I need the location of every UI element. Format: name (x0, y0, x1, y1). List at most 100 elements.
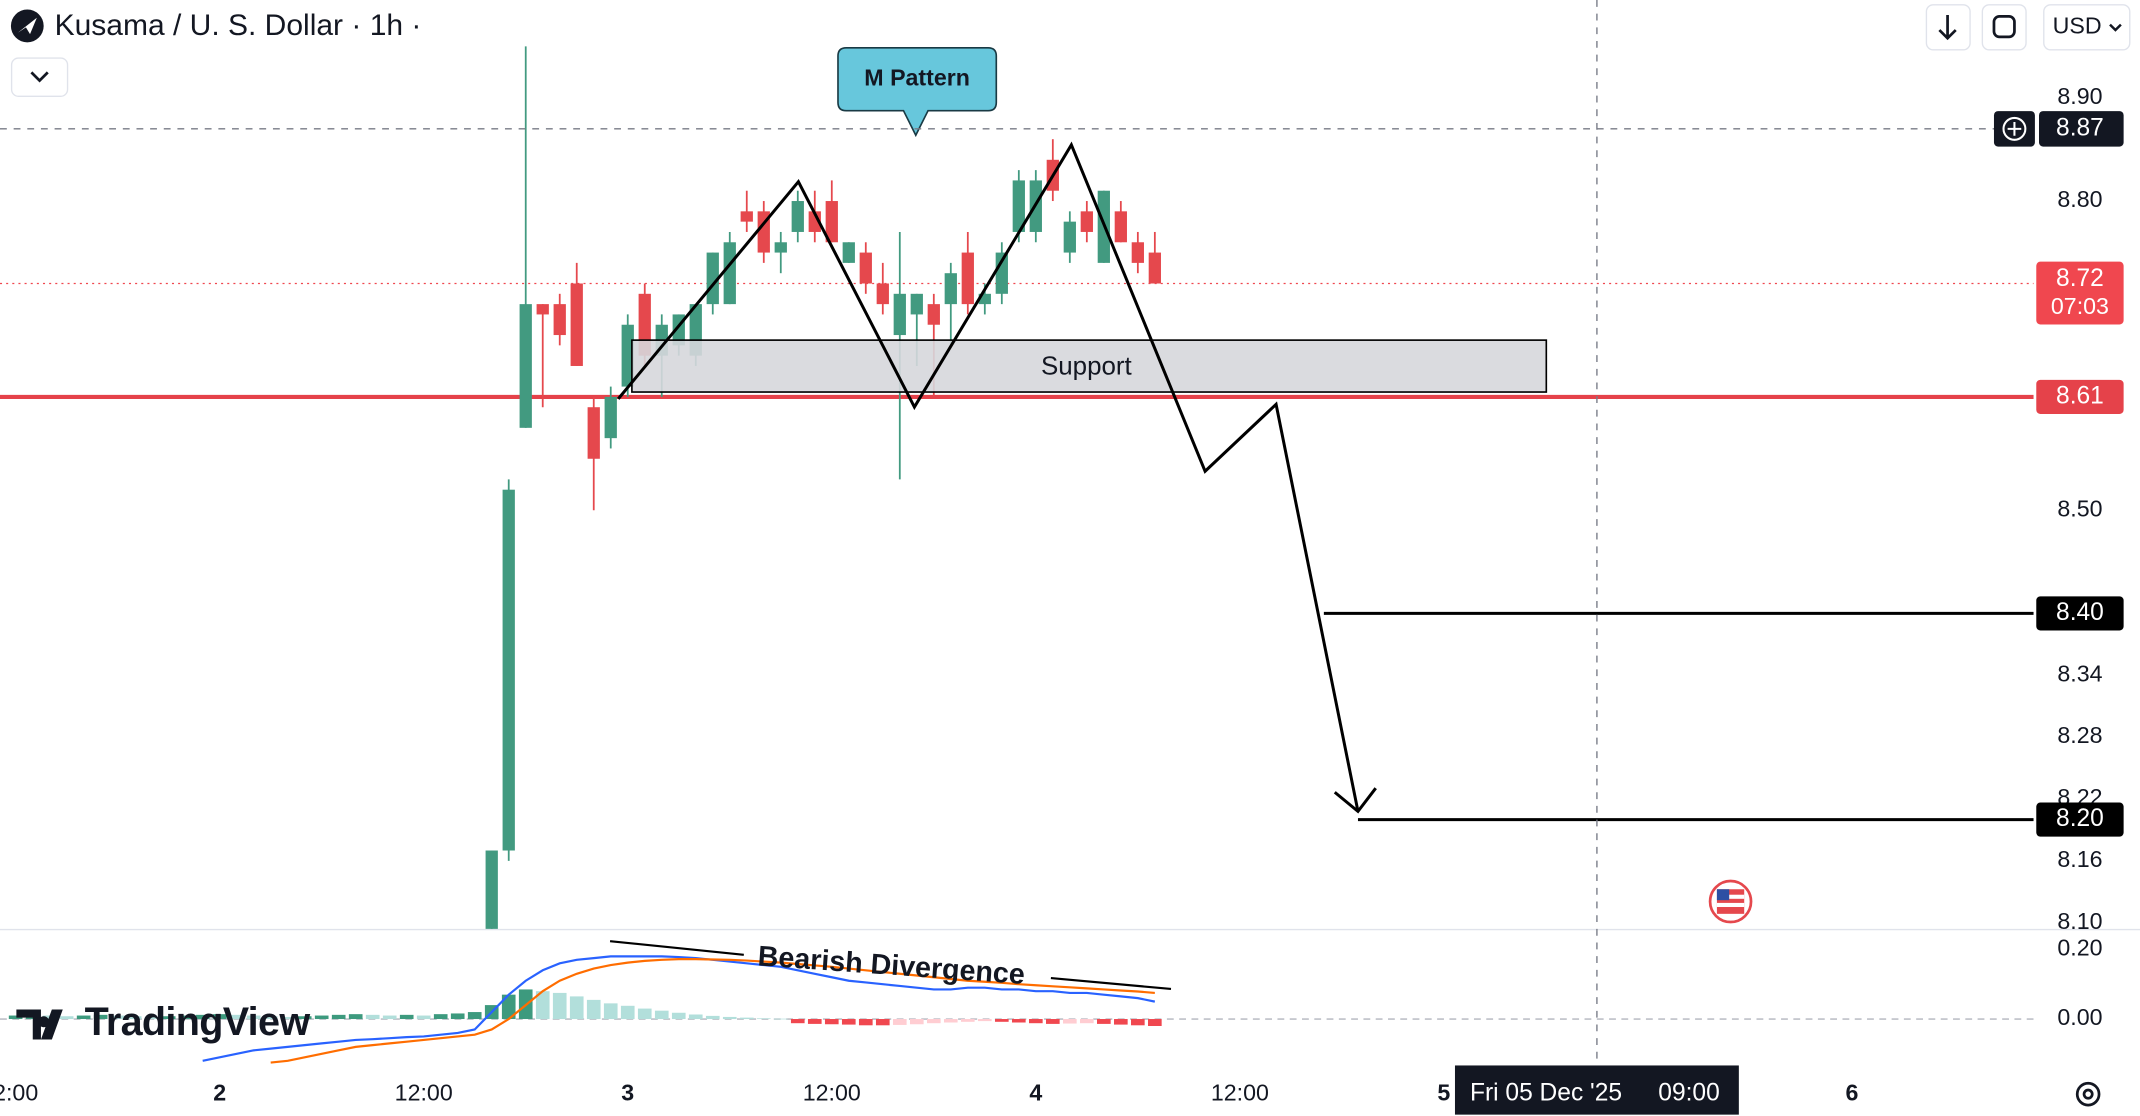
histogram-bar (705, 1015, 720, 1020)
histogram-bar (960, 1019, 975, 1022)
collapse-button[interactable] (10, 57, 69, 97)
crosshair-plus-icon (2007, 122, 2022, 136)
histogram-bar (1028, 1019, 1043, 1024)
histogram-bar (909, 1019, 924, 1025)
histogram-bar (739, 1017, 754, 1020)
watermark-logo (16, 1009, 63, 1040)
histogram-bar (127, 1016, 142, 1020)
histogram-bar (858, 1019, 873, 1026)
y-tick-label: 8.34 (2057, 660, 2102, 686)
divergence-line (609, 940, 744, 956)
candle-body (723, 242, 736, 305)
histogram-bar (1080, 1019, 1094, 1024)
histogram-bar (1011, 1019, 1026, 1023)
y-tick-label: 8.10 (2057, 908, 2102, 934)
macd-pane (0, 955, 2034, 1064)
candle-body (1131, 242, 1144, 263)
crosshair-date-label: Fri 05 Dec '25 (1470, 1080, 1622, 1107)
histogram-bar (943, 1019, 958, 1023)
countdown-label: 07:03 (2051, 293, 2109, 319)
candle-body (825, 201, 838, 243)
histogram-bar (161, 1016, 176, 1020)
candle-body (604, 396, 617, 439)
candle-body (485, 850, 498, 929)
candle-body (842, 242, 855, 263)
histogram-bar (110, 1015, 125, 1020)
histogram-bar (1114, 1019, 1128, 1025)
histogram-bar (722, 1016, 737, 1020)
support-zone (631, 339, 1548, 393)
histogram-bar (382, 1015, 397, 1020)
candle-body (995, 252, 1008, 294)
histogram-bar (195, 1014, 210, 1020)
histogram-bar (552, 992, 567, 1020)
fullscreen-icon (1992, 15, 2016, 39)
candles (485, 46, 1161, 929)
histogram-bar (535, 991, 550, 1020)
candle-body (536, 304, 549, 315)
settings-button[interactable] (2075, 1081, 2101, 1107)
x-tick-label: 5 (1437, 1079, 1450, 1105)
histogram-bar (76, 1015, 91, 1020)
histogram-bar (586, 999, 601, 1020)
candle-body (740, 211, 753, 222)
price-tag-label: 8.61 (2056, 382, 2104, 409)
candle-body (1114, 211, 1127, 243)
x-tick-label: 4 (1029, 1079, 1042, 1105)
candle-body (910, 293, 923, 315)
y-tick-label: 8.50 (2057, 495, 2102, 521)
histogram-bar (671, 1012, 686, 1020)
candle-body (1063, 221, 1076, 253)
histogram-bar (8, 1015, 23, 1020)
candle-body (978, 293, 991, 305)
histogram-bar (1131, 1019, 1145, 1026)
watermark: TradingView (16, 1000, 311, 1044)
fullscreen-button[interactable] (1981, 4, 2027, 51)
histogram-bar (212, 1014, 227, 1020)
histogram-bar (178, 1015, 193, 1020)
histogram-bar (93, 1014, 108, 1020)
candle-body (961, 252, 974, 305)
divergence-line (1050, 976, 1172, 991)
histogram-bar (365, 1014, 380, 1020)
x-tick-label: 3 (621, 1079, 634, 1105)
event-icon[interactable] (1708, 879, 1753, 924)
candle-body (893, 293, 906, 336)
histogram-bar (246, 1015, 261, 1020)
macd-line (202, 955, 1156, 1062)
candle-body (1080, 211, 1093, 232)
crosshair-price-tag (2039, 111, 2124, 147)
y-tick-label: 8.28 (2057, 722, 2102, 748)
x-tick-label: 12:00 (395, 1079, 453, 1105)
histogram-bar (841, 1019, 856, 1025)
candle-body (791, 201, 804, 232)
x-tick-label: 12:00 (1211, 1079, 1269, 1105)
macd-line (270, 958, 1155, 1064)
histogram-bar (977, 1019, 992, 1022)
histogram-bar (637, 1008, 652, 1020)
download-icon (1938, 15, 1957, 41)
histogram-bar (450, 1013, 465, 1020)
histogram-bar (144, 1016, 159, 1020)
histogram-bar (331, 1014, 346, 1020)
currency-button[interactable] (2043, 4, 2131, 51)
crosshair (0, 0, 2034, 1073)
candle-body (587, 407, 600, 459)
y-tick-label: 8.90 (2057, 83, 2102, 109)
price-tag-label: 8.20 (2056, 805, 2104, 832)
candle-body (1012, 180, 1025, 232)
histogram-bar (756, 1018, 771, 1020)
pattern-callout (837, 46, 998, 138)
histogram-bar (688, 1014, 703, 1020)
header: Kusama / U. S. Dollar · 1h · USD (10, 4, 2131, 97)
price-tag (2036, 261, 2124, 325)
symbol-title: Kusama / U. S. Dollar · 1h · (55, 9, 422, 42)
histogram-bar (1148, 1019, 1162, 1026)
histogram-bar (433, 1014, 448, 1020)
price-tag (2036, 802, 2124, 837)
currency-label: USD (2053, 12, 2102, 38)
candle-body (944, 273, 957, 305)
candle-body (927, 304, 940, 325)
